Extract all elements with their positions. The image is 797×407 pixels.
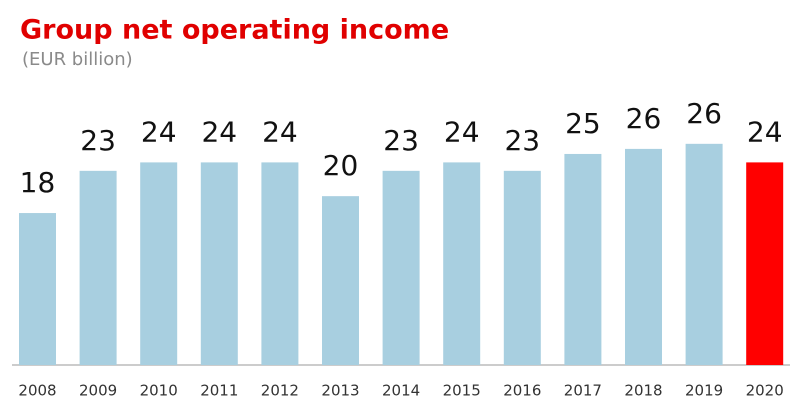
bar <box>746 162 784 365</box>
bar <box>200 162 238 365</box>
x-tick-label: 2017 <box>564 382 602 400</box>
value-label: 24 <box>201 115 237 148</box>
bar <box>685 143 723 365</box>
value-label: 24 <box>747 115 783 148</box>
x-tick-label: 2018 <box>624 382 662 400</box>
x-tick-label: 2011 <box>200 382 238 400</box>
x-tick-label: 2012 <box>261 382 299 400</box>
x-tick-label: 2020 <box>746 382 784 400</box>
x-tick-label: 2016 <box>503 382 541 400</box>
x-tick-label: 2009 <box>79 382 117 400</box>
value-label: 26 <box>626 102 662 135</box>
chart-title: Group net operating income <box>20 15 449 46</box>
value-label: 23 <box>504 124 540 157</box>
bar <box>322 196 359 365</box>
value-label: 23 <box>80 124 116 157</box>
x-tick-label: 2008 <box>18 382 56 400</box>
x-tick-label: 2019 <box>685 382 723 400</box>
x-tick-label: 2015 <box>443 382 481 400</box>
bar <box>503 170 541 365</box>
x-tick-label: 2013 <box>321 382 359 400</box>
value-label: 24 <box>141 115 177 148</box>
bar <box>19 213 56 365</box>
chart-subtitle: (EUR billion) <box>22 49 133 70</box>
bar <box>140 162 178 365</box>
value-label: 25 <box>565 107 601 140</box>
value-label: 23 <box>383 124 419 157</box>
x-tick-label: 2010 <box>140 382 178 400</box>
value-label: 24 <box>262 115 298 148</box>
bar <box>382 170 420 365</box>
bar <box>79 170 117 365</box>
bar <box>564 153 602 365</box>
value-label: 26 <box>686 97 722 130</box>
bar <box>443 162 481 365</box>
bar <box>625 148 662 365</box>
bar <box>261 162 299 365</box>
value-label: 20 <box>323 149 359 182</box>
x-tick-label: 2014 <box>382 382 420 400</box>
value-label: 24 <box>444 115 480 148</box>
value-label: 18 <box>20 166 56 199</box>
